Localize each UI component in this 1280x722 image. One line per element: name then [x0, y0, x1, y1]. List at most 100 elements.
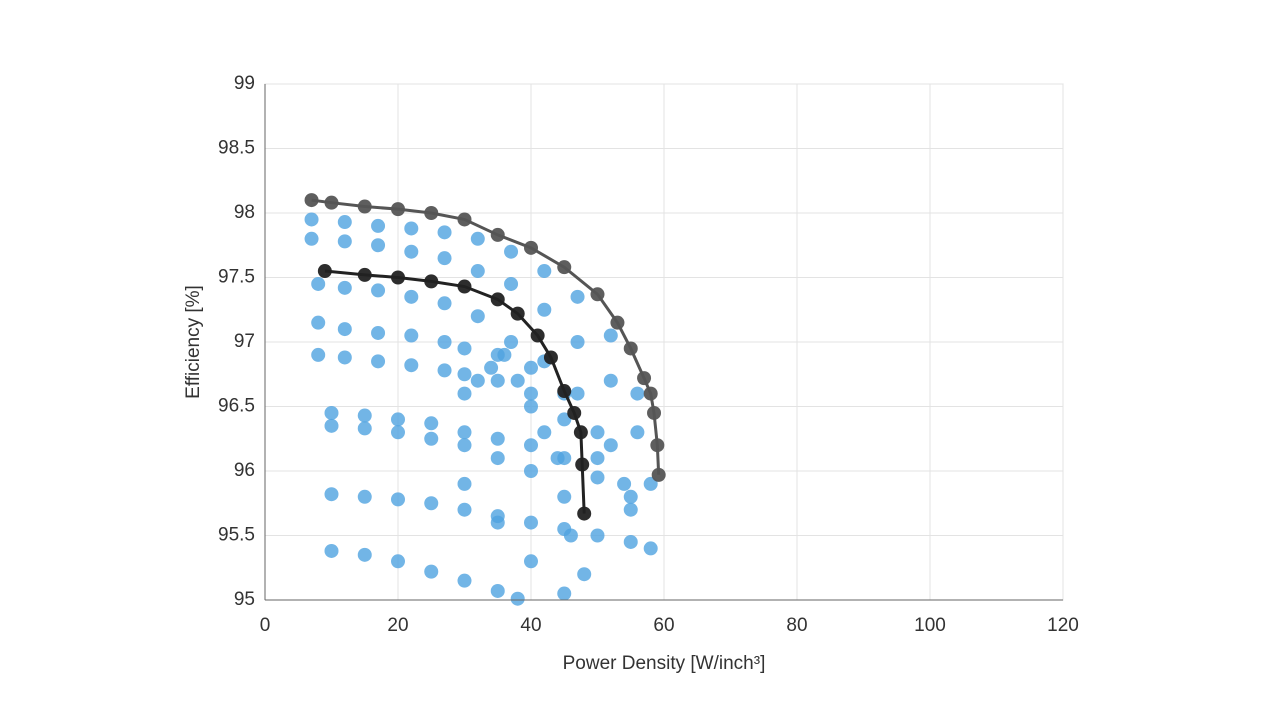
design-point — [391, 554, 405, 569]
front-point — [623, 341, 638, 356]
design-point — [311, 315, 326, 330]
design-point — [304, 212, 319, 227]
design-point — [470, 309, 485, 324]
design-point — [457, 386, 472, 401]
design-point — [371, 218, 386, 233]
front-point — [324, 195, 339, 210]
design-point — [470, 264, 485, 279]
design-point — [490, 583, 505, 598]
x-tick-label: 120 — [1047, 615, 1079, 636]
design-point — [623, 534, 638, 549]
y-tick-label: 95.5 — [218, 525, 255, 546]
design-point — [490, 373, 505, 388]
design-point — [404, 244, 419, 259]
design-point — [557, 412, 572, 427]
design-point — [524, 464, 538, 478]
design-point — [391, 492, 405, 507]
front-point — [530, 328, 545, 343]
front-point — [557, 384, 572, 399]
y-tick-label: 99 — [234, 73, 255, 94]
design-point — [324, 418, 339, 433]
design-point — [504, 244, 519, 259]
design-point — [404, 221, 419, 236]
front-point — [424, 274, 439, 289]
front-point — [391, 202, 405, 217]
design-point — [457, 341, 472, 356]
front-point — [577, 506, 592, 521]
design-point — [311, 347, 326, 362]
front-point — [647, 405, 662, 420]
front-point — [651, 467, 666, 482]
design-point — [324, 405, 339, 420]
design-point — [404, 358, 419, 373]
design-point — [457, 502, 472, 517]
front-point — [650, 438, 665, 453]
front-point — [490, 227, 505, 242]
design-point — [424, 431, 439, 446]
design-point — [570, 289, 585, 304]
design-point — [524, 438, 538, 453]
design-point — [590, 425, 605, 440]
y-tick-label: 95 — [234, 589, 255, 610]
design-point — [391, 425, 405, 440]
front-point — [317, 264, 332, 279]
design-point — [357, 547, 372, 562]
x-tick-label: 60 — [653, 615, 674, 636]
design-point — [371, 283, 386, 298]
design-point — [457, 476, 472, 491]
design-point — [524, 554, 538, 569]
design-point — [357, 489, 372, 504]
design-point — [337, 280, 352, 295]
design-point — [391, 412, 405, 427]
design-point — [490, 515, 505, 530]
y-tick-label: 97 — [234, 331, 255, 352]
design-point — [504, 276, 519, 291]
design-point — [357, 421, 372, 436]
front-point — [510, 306, 525, 321]
design-point — [457, 367, 472, 382]
design-point — [570, 386, 585, 401]
design-point — [424, 564, 439, 579]
design-point — [457, 573, 472, 588]
x-tick-label: 20 — [387, 615, 408, 636]
design-point — [563, 528, 578, 543]
design-point — [424, 496, 439, 511]
design-point — [603, 438, 618, 453]
design-point — [537, 302, 552, 317]
design-point — [623, 502, 638, 517]
design-point — [603, 373, 618, 388]
front-point — [490, 292, 505, 307]
design-point — [490, 451, 505, 466]
design-point — [623, 489, 638, 504]
design-point — [524, 386, 538, 401]
front-point — [637, 371, 652, 386]
front-point — [575, 457, 590, 472]
x-tick-label: 100 — [914, 615, 946, 636]
design-point — [404, 328, 419, 343]
design-point — [643, 476, 658, 491]
design-point — [537, 264, 552, 279]
design-point — [537, 425, 552, 440]
y-tick-label: 98.5 — [218, 138, 255, 159]
design-point — [371, 238, 386, 253]
design-point — [337, 215, 352, 230]
design-point — [437, 251, 452, 266]
design-point — [457, 438, 472, 453]
design-point — [570, 335, 585, 349]
design-point — [337, 234, 352, 249]
design-point — [504, 335, 519, 349]
x-axis-label: Power Density [W/inch³] — [563, 653, 766, 674]
design-point — [311, 276, 326, 291]
design-point — [470, 373, 485, 388]
front-point — [357, 199, 372, 214]
design-point — [630, 386, 645, 401]
y-tick-label: 96.5 — [218, 396, 255, 417]
marks — [304, 193, 666, 606]
front-point — [524, 240, 538, 255]
design-point — [497, 347, 512, 362]
design-point — [371, 325, 386, 340]
design-point — [324, 487, 339, 502]
front-point — [357, 267, 372, 282]
x-tick-label: 40 — [520, 615, 541, 636]
